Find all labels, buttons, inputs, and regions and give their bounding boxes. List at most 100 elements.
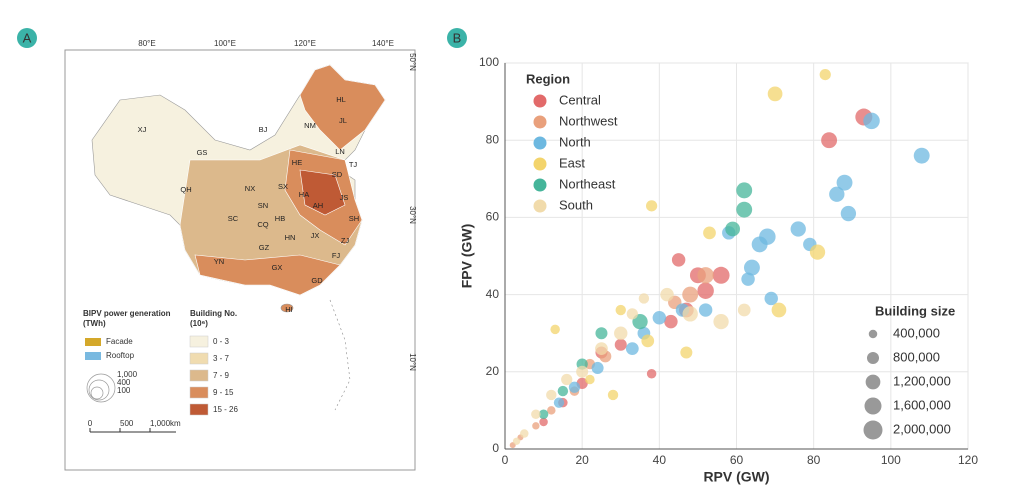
size-legend-marker [866,351,880,365]
point [553,397,565,408]
point [680,346,693,359]
point [819,68,831,81]
y-axis-title: FPV (GW) [459,224,475,289]
province-label: JS [340,193,349,202]
legend-size: 100 [117,386,131,395]
point [741,272,755,286]
point [767,86,783,102]
point [809,244,826,260]
scale-label: 500 [120,419,134,428]
point [532,422,540,430]
province-label: AH [313,201,323,210]
legend-title: Building No. [190,309,237,318]
legend-swatch [189,403,209,416]
latitude-label: 10°N [408,353,417,371]
legend-swatch [189,386,209,399]
point [585,374,595,385]
province-label: GX [272,263,283,272]
point [539,417,548,427]
province-label: HB [275,214,285,223]
province-label: JL [339,116,347,125]
legend-label: Central [559,92,601,107]
point [646,368,657,379]
point [682,306,698,322]
legend-size: 400 [117,378,131,387]
point [595,327,608,340]
x-tick-label: 80 [807,453,821,467]
panel-label: B [453,30,462,45]
point [790,221,806,237]
province-label: SX [278,182,288,191]
legend-label: East [559,155,585,170]
point [821,132,838,149]
legend-item: 15 - 26 [213,405,238,414]
point [645,200,658,212]
panel-label: A [23,30,32,45]
point [591,361,604,374]
size-legend-label: 800,000 [893,349,940,364]
size-legend-label: 400,000 [893,325,940,340]
legend-item: 0 - 3 [213,337,230,346]
point [703,226,716,240]
point [743,259,760,276]
point [712,266,730,284]
province-label: BJ [259,125,268,134]
point [512,437,521,445]
province-label: YN [214,257,224,266]
point [607,389,619,401]
sea-islands [329,299,351,411]
legend-marker [533,136,547,150]
point [725,221,741,237]
point [614,326,628,340]
point [913,147,930,164]
legend-item: 7 - 9 [213,371,230,380]
point [638,293,650,304]
size-legend-marker [865,374,881,390]
province-label: SH [349,214,359,223]
province-label: NM [304,121,316,130]
latitude-label: 30°N [408,206,417,224]
scale-label: 1,000km [150,419,181,428]
province-label: LN [335,147,345,156]
legend-title: (TWh) [83,319,106,328]
point [771,302,787,318]
region-dark-south [194,254,341,296]
longitude-label: 80°E [138,39,155,48]
point [520,429,529,438]
size-legend-marker [863,420,883,440]
province-label: GZ [259,243,270,252]
legend-marker [533,178,547,192]
size-legend-label: 2,000,000 [893,421,951,436]
point [836,174,853,191]
point [561,373,573,386]
x-tick-label: 0 [502,453,509,467]
province-label: FJ [332,251,341,260]
x-tick-label: 60 [730,453,744,467]
y-tick-label: 0 [492,441,499,455]
province-label: HE [292,158,302,167]
point [531,409,541,420]
province-label: ZJ [341,236,350,245]
rooftop-swatch [85,352,101,360]
size-legend-marker [864,397,882,415]
province-label: GD [311,276,323,285]
map-shapes [91,64,386,411]
point [546,389,557,401]
point [568,381,581,393]
latitude-label: 50°N [408,53,417,71]
point [557,385,569,397]
point [697,267,714,284]
y-tick-label: 20 [486,364,500,378]
point [664,314,678,329]
hainan [280,303,294,313]
province-label: QH [180,185,191,194]
x-tick-label: 40 [653,453,667,467]
province-label: GS [197,148,208,157]
province-label: TJ [349,160,358,169]
point [829,186,845,202]
longitude-label: 100°E [214,39,236,48]
facade-swatch [85,338,101,346]
y-tick-label: 60 [486,210,500,224]
province-label: SC [228,214,239,223]
